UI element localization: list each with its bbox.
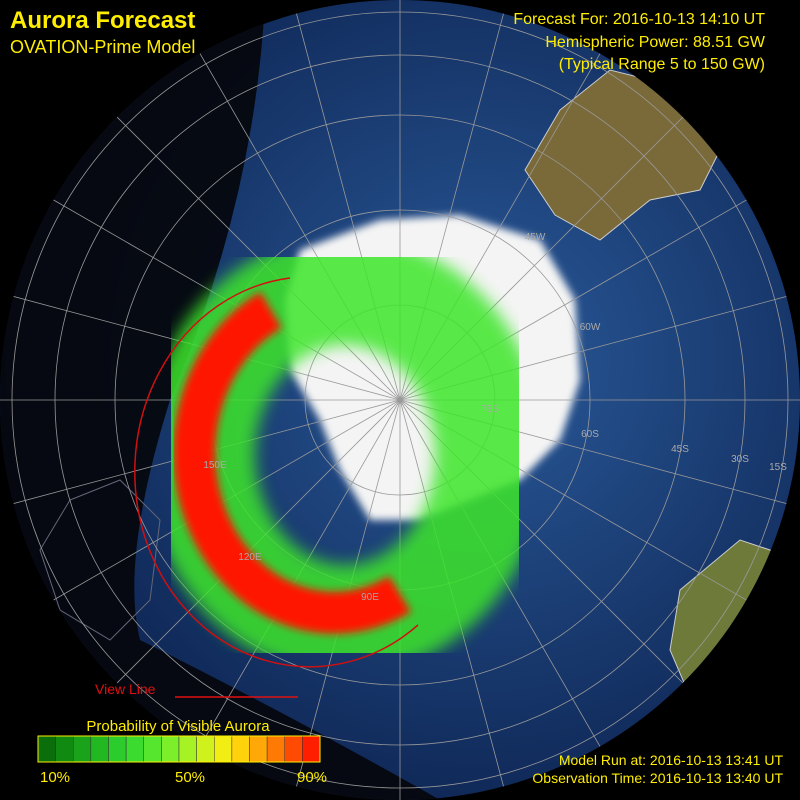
legend-swatch [214, 735, 233, 763]
view-line-label: View Line [95, 681, 156, 697]
aurora-core [173, 291, 411, 634]
legend-frame [37, 735, 321, 763]
legend-swatch [178, 735, 197, 763]
grid-label: 60S [581, 429, 599, 440]
australia [39, 479, 161, 641]
grid-label: 120E [238, 552, 262, 563]
legend-swatch [231, 735, 250, 763]
grid-label: 15S [769, 462, 787, 473]
legend-swatch [55, 735, 74, 763]
legend-swatch [37, 735, 56, 763]
grid-label: 60W [580, 322, 601, 333]
night-side [0, 0, 440, 800]
legend-swatch [161, 735, 180, 763]
legend-swatch [125, 735, 144, 763]
legend-swatch [73, 735, 92, 763]
grid-label: 30S [731, 454, 749, 465]
hemispheric-power: Hemispheric Power: 88.51 GW [545, 34, 766, 51]
legend-swatch [196, 735, 215, 763]
legend-swatch [90, 735, 109, 763]
observation-time: Observation Time: 2016-10-13 13:40 UT [532, 770, 783, 786]
grid-label: 45W [525, 232, 546, 243]
forecast-time: Forecast For: 2016-10-13 14:10 UT [513, 11, 765, 28]
legend-swatch [284, 735, 303, 763]
legend-tick: 10% [40, 769, 70, 786]
title: Aurora Forecast [10, 7, 195, 34]
legend-tick: 90% [297, 769, 327, 786]
legend-swatch [302, 735, 321, 763]
legend-tick: 50% [175, 769, 205, 786]
meridian [102, 102, 401, 401]
legend-swatch [108, 735, 127, 763]
model-run: Model Run at: 2016-10-13 13:41 UT [559, 752, 784, 768]
subtitle: OVATION-Prime Model [10, 37, 195, 57]
grid-label: 150E [203, 460, 227, 471]
legend-swatch [143, 735, 162, 763]
grid-label: 90E [361, 592, 379, 603]
legend-swatch [249, 735, 268, 763]
grid-label: 45S [671, 444, 689, 455]
legend-bar [37, 735, 321, 763]
legend-swatch [266, 735, 285, 763]
legend-title: Probability of Visible Aurora [86, 718, 270, 735]
grid-label: 75S [481, 404, 499, 415]
view-line-arc [134, 277, 419, 668]
typical-range: (Typical Range 5 to 150 GW) [559, 56, 765, 73]
